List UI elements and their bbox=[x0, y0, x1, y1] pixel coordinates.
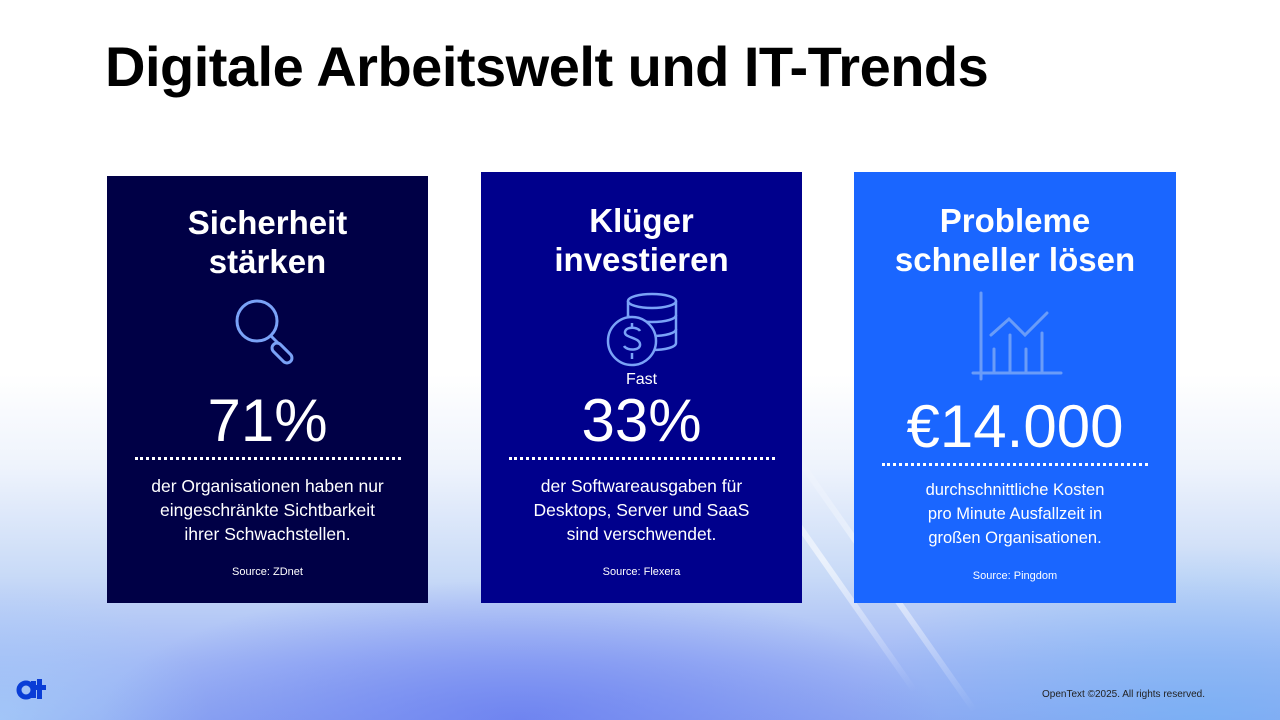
stat-prefix: Fast bbox=[625, 371, 658, 388]
source: Source: ZDnet bbox=[232, 566, 303, 578]
divider bbox=[882, 463, 1148, 466]
divider bbox=[508, 457, 775, 460]
stat-value: 71% bbox=[207, 387, 328, 454]
page-title: Digitale Arbeitswelt und IT-Trends bbox=[105, 35, 989, 98]
card-description: der Organisationen haben nur eingeschränk… bbox=[151, 476, 384, 544]
bar-line-chart-icon bbox=[971, 291, 1063, 381]
source: Source: Pingdom bbox=[972, 570, 1058, 582]
divider bbox=[134, 457, 401, 460]
stat-value: €14.000 bbox=[906, 393, 1124, 460]
opentext-logo bbox=[16, 679, 46, 700]
card-description: durchschnittliche Kosten pro Minute Ausfa… bbox=[925, 481, 1105, 547]
card-title: Sicherheit stärken bbox=[187, 204, 348, 280]
card-description: der Softwareausgaben für Desktops, Server… bbox=[533, 476, 750, 544]
card-title: Probleme schneller lösen bbox=[894, 202, 1136, 278]
copyright: OpenText ©2025. All rights reserved. bbox=[1042, 689, 1206, 700]
magnifier-icon bbox=[235, 299, 293, 365]
card-title: Klüger investieren bbox=[554, 202, 729, 278]
stat-value: 33% bbox=[581, 387, 702, 454]
source: Source: Flexera bbox=[602, 566, 681, 578]
card-problems: Probleme schneller lösen €14.000 durchsch… bbox=[854, 172, 1176, 603]
card-security: Sicherheit stärken 71% der Organisationen… bbox=[107, 176, 428, 603]
dollar-coins-icon bbox=[606, 292, 677, 367]
card-invest: Klüger investieren Fast 33% der Softwarea… bbox=[481, 172, 802, 603]
